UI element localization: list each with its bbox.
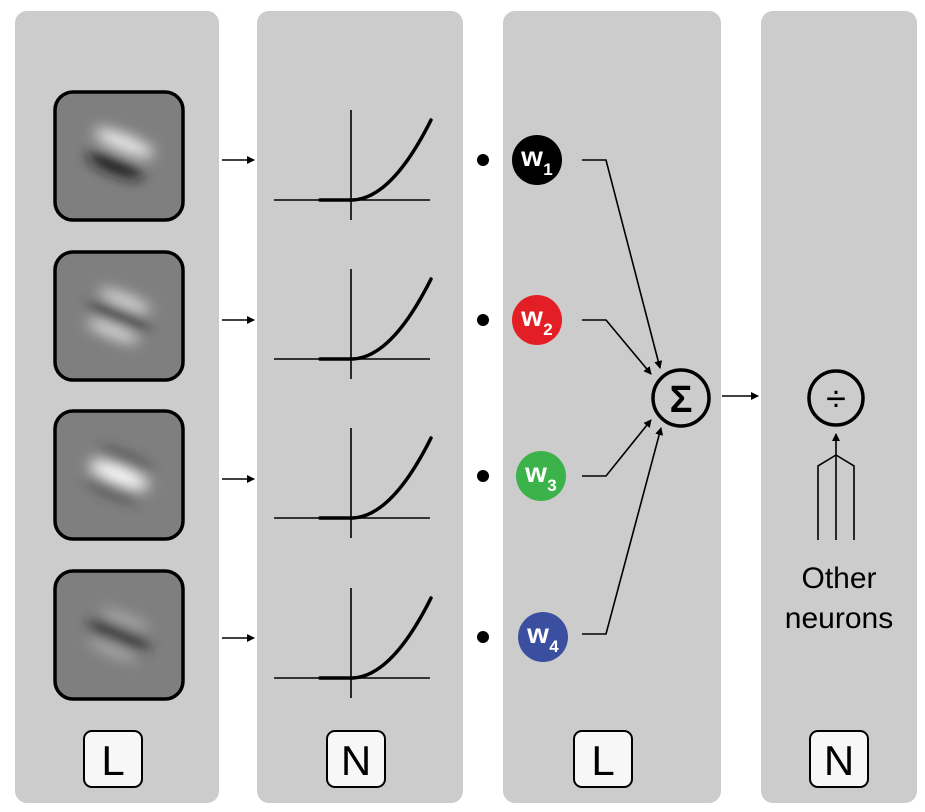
other-neurons-label-line1: Other — [801, 562, 876, 595]
weight-subscript: 1 — [543, 160, 552, 179]
connection-w1 — [582, 159, 663, 369]
gabor-filter-1 — [53, 90, 185, 222]
svg-text:N: N — [824, 737, 854, 784]
nonlinearity-plot-2 — [274, 269, 433, 379]
connection-w3 — [582, 419, 652, 477]
panel-weighted-sum — [503, 11, 721, 803]
weight-circles: w 1w 2w 3w 4 — [512, 135, 568, 662]
stage-label-nonlinearity: N — [326, 730, 386, 788]
connection-w4 — [582, 427, 664, 635]
panel-normalization — [761, 11, 917, 803]
multiply-dots — [477, 154, 489, 643]
multiply-dot-4 — [477, 631, 489, 643]
other-neurons-inputs — [817, 433, 855, 540]
nonlinearity-plot-4 — [274, 588, 433, 698]
nonlinearity-plots — [274, 110, 433, 698]
other-neurons-label-line2: neurons — [785, 602, 893, 635]
weight-to-sum-arrows — [582, 159, 664, 635]
svg-text:L: L — [591, 737, 614, 784]
weight-subscript: 3 — [547, 476, 556, 495]
svg-text:L: L — [101, 737, 124, 784]
multiply-dot-2 — [477, 314, 489, 326]
summation-node: Σ — [651, 368, 711, 428]
gabor-filter-3 — [53, 409, 185, 541]
nonlinearity-plot-3 — [274, 428, 433, 538]
nonlinearity-plot-1 — [274, 110, 433, 220]
weight-subscript: 4 — [549, 637, 559, 656]
filter-images — [53, 90, 185, 701]
svg-text:N: N — [341, 737, 371, 784]
weight-letter: w — [520, 301, 543, 332]
stage-label-weighted-sum: L — [573, 730, 633, 788]
weight-letter: w — [520, 141, 543, 172]
weight-letter: w — [524, 457, 547, 488]
connection-w2 — [582, 319, 652, 375]
stage-label-linear-filters: L — [83, 730, 143, 788]
multiply-dot-1 — [477, 154, 489, 166]
sum-symbol: Σ — [670, 379, 693, 421]
stage-label-normalization: N — [809, 730, 869, 788]
weight-letter: w — [526, 618, 549, 649]
filter-to-nonlinearity-arrows — [222, 156, 255, 642]
multiply-dot-3 — [477, 470, 489, 482]
panel-nonlinearity — [257, 11, 463, 803]
division-node: ÷ — [807, 369, 865, 427]
gabor-filter-4 — [53, 569, 185, 701]
divide-symbol: ÷ — [826, 378, 846, 419]
weight-subscript: 2 — [543, 320, 552, 339]
gabor-filter-2 — [53, 250, 185, 382]
